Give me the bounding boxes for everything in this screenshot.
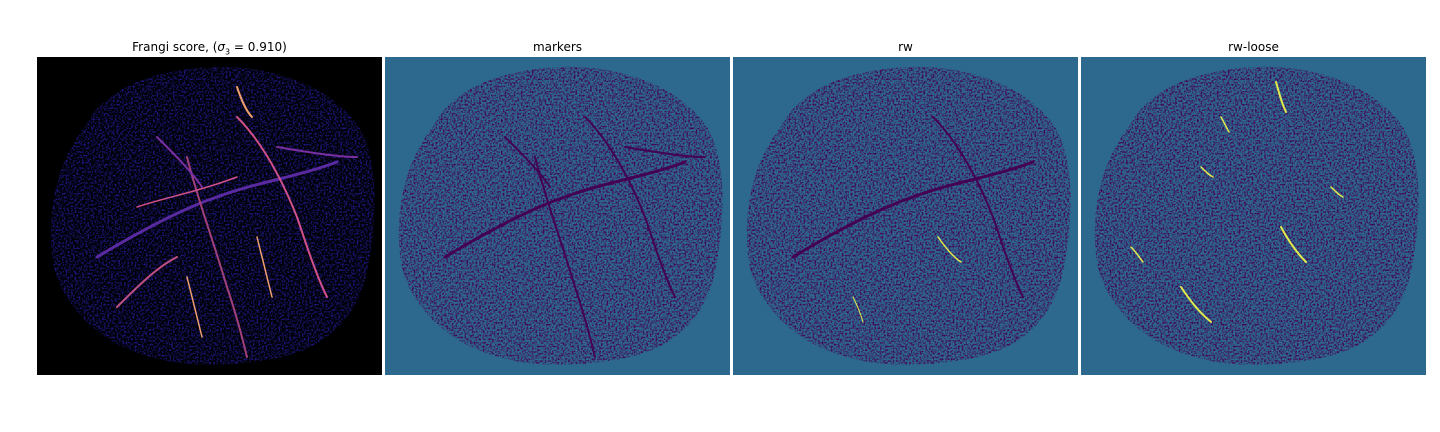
rw-image [733,57,1078,375]
frangi-image [37,57,382,375]
panel-markers: markers [385,40,730,375]
markers-image [385,57,730,375]
rw-loose-image [1081,57,1426,375]
panel-rw-loose: rw-loose [1081,40,1426,375]
panel-frangi: Frangi score, (σ3 = 0.910) [37,40,382,375]
panel-title-markers: markers [532,40,583,54]
panel-title-rw-loose: rw-loose [1228,40,1279,54]
panel-rw: rw [733,40,1078,375]
panel-title-frangi: Frangi score, (σ3 = 0.910) [132,40,287,57]
panel-title-rw: rw [898,40,913,54]
